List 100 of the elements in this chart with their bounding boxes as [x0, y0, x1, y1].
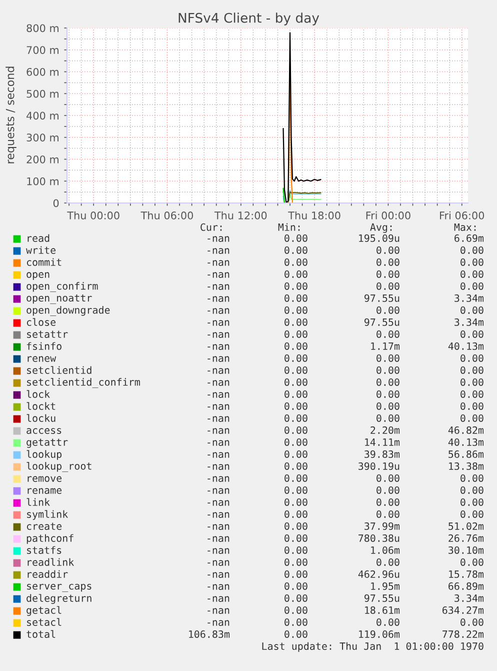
text: 0.00: [284, 558, 308, 566]
legend-label: access: [26, 428, 62, 434]
text: -nan: [208, 308, 230, 314]
text: 0.00: [460, 474, 484, 482]
text: 46.82m: [448, 426, 484, 434]
text: 40.13m: [448, 342, 484, 350]
text: 106.83m: [189, 630, 230, 638]
y-tick-label: 800 m: [26, 24, 58, 32]
text: -nan: [208, 464, 230, 470]
text: 0.00: [284, 474, 308, 482]
text: 780.38u: [358, 534, 400, 542]
text: 0.00: [284, 390, 308, 398]
text: 0.00: [284, 570, 308, 578]
text: -nan: [208, 284, 230, 290]
text: 0.00: [460, 258, 484, 266]
text: 0.00: [376, 306, 400, 314]
text: 0.00: [284, 510, 308, 518]
x-tick-label: Thu 06:00: [140, 211, 194, 220]
text: -nan: [208, 452, 230, 458]
text: 462.96u: [358, 570, 400, 578]
text: 0.00: [376, 246, 400, 254]
text: 0.00: [376, 558, 400, 566]
text: 0.00: [284, 318, 308, 326]
x-tick-label: Fri 00:00: [366, 211, 410, 220]
text: 18.61m: [365, 606, 400, 614]
legend-label: readlink: [28, 558, 74, 566]
text: -nan: [208, 320, 230, 326]
text: -nan: [208, 332, 230, 338]
text: -nan: [208, 596, 230, 602]
text: 0.00: [284, 414, 308, 422]
y-tick-label: 200 m: [26, 155, 58, 164]
text: 0.00: [284, 594, 308, 602]
y-tick-label: 700 m: [26, 46, 58, 54]
text: 0.00: [284, 498, 308, 506]
text: 0.00: [284, 630, 308, 638]
chart-title: NFSv4 Client - by day: [178, 12, 320, 26]
text: 1.17m: [371, 342, 400, 350]
legend-label: renew: [28, 356, 56, 362]
text: 0.00: [376, 366, 400, 374]
text: -nan: [208, 344, 230, 350]
text: 0.00: [284, 402, 308, 410]
text: 119.06m: [359, 630, 400, 638]
legend-label: create: [26, 522, 62, 530]
legend-label: rename: [28, 488, 62, 494]
text: 0.00: [376, 354, 400, 362]
legend-label: server_caps: [27, 584, 92, 592]
legend-label: locku: [26, 414, 56, 422]
text: 0.00: [460, 510, 484, 518]
text: 51.02m: [448, 522, 484, 530]
text: -nan: [208, 368, 230, 374]
text: 0.00: [376, 414, 400, 422]
text: 0.00: [376, 330, 400, 338]
legend-label: pathconf: [26, 534, 74, 544]
y-tick-label: 0: [53, 199, 59, 208]
text: 0.00: [284, 294, 308, 302]
text: 0.00: [284, 234, 308, 242]
legend-label: readdir: [28, 570, 68, 578]
text: 0.00: [284, 450, 308, 458]
text: 13.38m: [449, 462, 484, 470]
text: 0.00: [284, 426, 308, 434]
text: 0.00: [376, 258, 400, 266]
text: 0.00: [284, 258, 308, 266]
text: 0.00: [460, 378, 484, 386]
text: 37.99m: [364, 522, 400, 530]
text: 1.06m: [371, 546, 400, 554]
text: 0.00: [460, 402, 484, 410]
text: 0.00: [284, 342, 308, 350]
legend-label: lock: [26, 390, 50, 398]
text: 97.55u: [364, 318, 400, 326]
text: 1.95m: [371, 582, 400, 590]
text: 0.00: [284, 354, 308, 362]
legend-label: open_noattr: [26, 294, 92, 304]
text: 0.00: [460, 390, 484, 398]
text: -nan: [208, 440, 230, 446]
text: 0.00: [376, 282, 400, 290]
x-tick-label: Thu 12:00: [214, 211, 267, 220]
text: 0.00: [284, 330, 308, 338]
legend-label: commit: [26, 258, 62, 266]
text: 0.00: [284, 462, 308, 470]
text: 0.00: [284, 438, 308, 446]
text: -nan: [208, 272, 230, 278]
text: -nan: [208, 608, 230, 614]
text: -nan: [208, 512, 230, 518]
text: 97.55u: [364, 294, 400, 302]
text: -nan: [208, 248, 230, 254]
text: Min:: [278, 223, 300, 231]
text: 39.83m: [364, 450, 400, 458]
text: 3.34m: [454, 318, 484, 326]
text: Last update: Thu Jan 1 01:00:00 1970: [262, 642, 484, 652]
legend-label: setacl: [27, 618, 62, 626]
text: -nan: [208, 428, 230, 434]
text: 0.00: [376, 486, 400, 494]
text: -nan: [208, 296, 230, 302]
text: 30.10m: [448, 546, 484, 554]
text: -nan: [208, 524, 230, 530]
legend-label: setclientid: [27, 366, 92, 374]
text: 0.00: [376, 618, 400, 626]
text: 14.11m: [365, 438, 400, 446]
text: 97.55u: [364, 594, 400, 602]
legend-label: read: [28, 234, 50, 242]
